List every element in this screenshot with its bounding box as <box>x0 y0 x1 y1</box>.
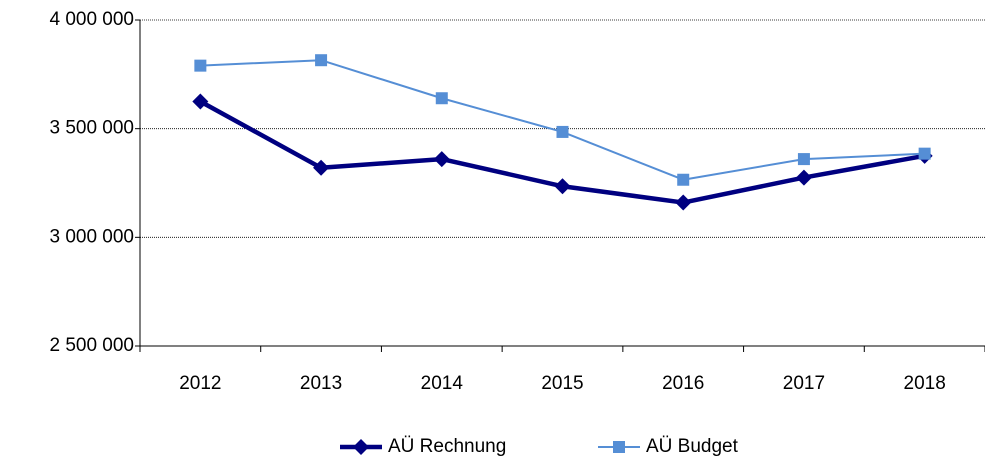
data-point <box>677 173 690 186</box>
y-tick-label: 4 000 000 <box>49 9 134 30</box>
data-point <box>315 54 328 67</box>
data-point <box>797 153 810 166</box>
data-point <box>192 93 209 110</box>
y-tick-label: 3 500 000 <box>49 118 134 139</box>
legend-label: AÜ Budget <box>646 436 739 457</box>
data-point <box>433 151 450 168</box>
y-tick-label: 2 500 000 <box>49 335 134 356</box>
legend-marker <box>613 441 625 453</box>
x-tick-label: 2013 <box>300 373 342 394</box>
data-point <box>194 59 207 72</box>
data-point <box>556 125 569 138</box>
data-point <box>918 147 931 160</box>
x-tick-label: 2015 <box>541 373 583 394</box>
legend-label: AÜ Rechnung <box>388 436 506 457</box>
y-tick-label: 3 000 000 <box>49 226 134 247</box>
data-point <box>554 178 571 195</box>
x-tick-label: 2014 <box>421 373 464 394</box>
data-point <box>795 169 812 186</box>
x-tick-label: 2012 <box>179 373 221 394</box>
legend-marker <box>353 439 369 455</box>
x-tick-label: 2017 <box>783 373 825 394</box>
data-point <box>435 92 448 105</box>
x-tick-label: 2016 <box>662 373 704 394</box>
data-point <box>675 194 692 211</box>
data-point <box>313 159 330 176</box>
x-tick-label: 2018 <box>904 373 946 394</box>
